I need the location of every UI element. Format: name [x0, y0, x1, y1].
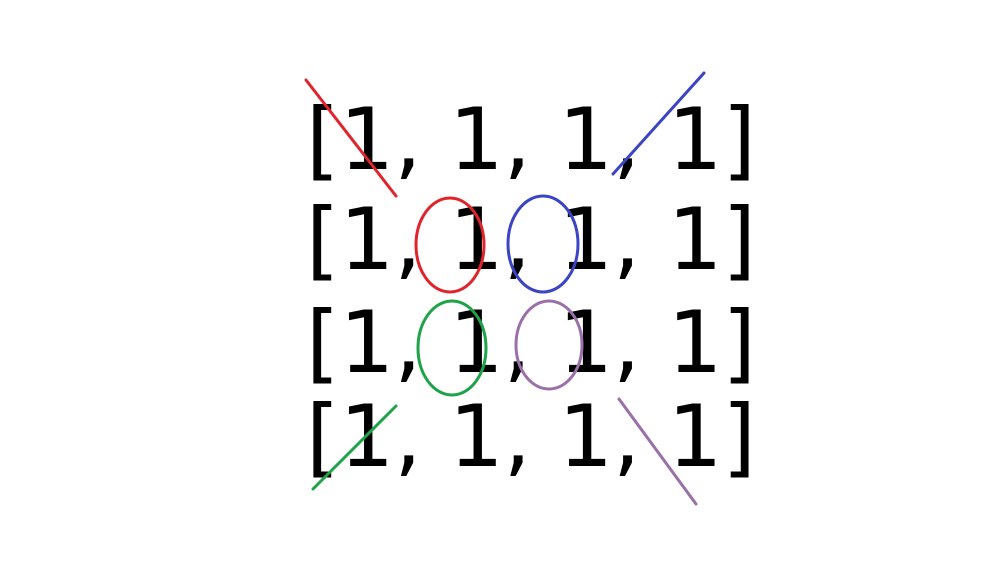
- matrix-row-2: [1, 1, 1, 1]: [306, 190, 756, 290]
- matrix-row-4: [1, 1, 1, 1]: [306, 387, 756, 487]
- matrix-row-1: [1, 1, 1, 1]: [306, 90, 756, 190]
- matrix-row-3: [1, 1, 1, 1]: [306, 293, 756, 393]
